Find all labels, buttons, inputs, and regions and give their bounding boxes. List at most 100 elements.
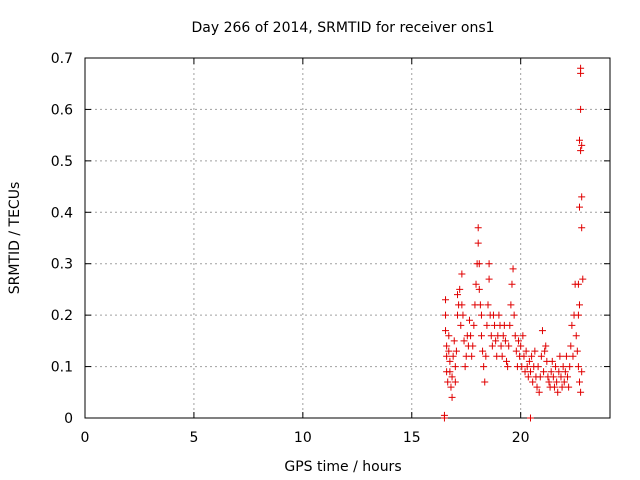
data-point [452,347,460,355]
data-point [465,316,473,324]
data-point [550,383,558,391]
data-point [485,260,493,268]
data-point [577,64,585,72]
data-point [569,352,577,360]
data-point [552,363,560,371]
data-point [485,275,493,283]
data-point [512,347,520,355]
y-tick-label: 0 [64,411,73,427]
data-point [555,368,563,376]
data-point [578,193,586,201]
data-point [515,337,523,345]
data-point [506,321,514,329]
data-point [522,347,530,355]
data-point [528,352,536,360]
data-point [448,393,456,401]
data-point [482,352,490,360]
y-axis-title: SRMTID / TECUs [7,182,23,295]
data-point [578,368,586,376]
x-tick-label: 15 [403,430,421,446]
x-axis-title: GPS time / hours [284,459,401,475]
data-point [538,327,546,335]
data-point [553,378,561,386]
data-point [565,383,573,391]
data-point [488,342,496,350]
data-point [568,321,576,329]
data-point [456,285,464,293]
data-point [574,311,582,319]
data-point [442,311,450,319]
data-point [446,368,454,376]
data-point [505,342,513,350]
data-point [557,373,565,381]
data-point [470,321,478,329]
data-point [572,332,580,340]
data-point [517,342,525,350]
data-point [529,378,537,386]
data-point [536,373,544,381]
data-point [445,347,453,355]
plot-frame [84,57,611,419]
data-point [525,357,533,365]
y-tick-label: 0.5 [51,154,73,170]
data-point [576,301,584,309]
data-point [519,332,527,340]
data-point [534,363,542,371]
data-point [573,347,581,355]
data-point [542,342,550,350]
data-point [558,383,566,391]
data-point [548,357,556,365]
data-point [549,373,557,381]
data-point [451,363,459,371]
y-tick-label: 0.7 [51,51,73,67]
data-point [484,301,492,309]
data-point [576,203,584,211]
data-point [458,301,466,309]
data-point [537,352,545,360]
data-point [501,337,509,345]
data-point [459,311,467,319]
data-point [540,368,548,376]
x-tick-label: 5 [189,430,198,446]
y-tick-label: 0.1 [51,360,73,376]
y-tick-label: 0.3 [51,257,73,273]
data-point [577,147,585,155]
data-point [554,388,562,396]
y-tick-label: 0.4 [51,205,73,221]
data-point [454,291,462,299]
data-point [561,368,569,376]
data-point [477,332,485,340]
data-point [562,352,570,360]
data-point [475,285,483,293]
data-point [487,332,495,340]
data-point [545,378,553,386]
data-point [504,363,512,371]
axis-ticks: 0 0.1 0.2 0.3 0.4 0.5 0.6 0.7 0 5 10 15 20 [51,51,610,446]
data-point [443,342,451,350]
data-point [467,332,475,340]
data-point [578,224,586,232]
data-point [560,378,568,386]
data-point [523,363,531,371]
data-point [444,378,452,386]
x-tick-label: 20 [512,430,530,446]
data-point [460,337,468,345]
data-point [535,388,543,396]
data-point [520,352,528,360]
data-point [524,373,532,381]
data-point [474,239,482,247]
data-point [497,342,505,350]
data-point [547,368,555,376]
data-point [526,414,534,422]
data-point [469,342,477,350]
data-point [556,352,564,360]
data-point [541,347,549,355]
data-point [577,105,585,113]
data-point [475,260,483,268]
data-point [447,383,455,391]
data-point [577,388,585,396]
data-point [511,332,519,340]
data-point [442,296,450,304]
data-point [574,363,582,371]
